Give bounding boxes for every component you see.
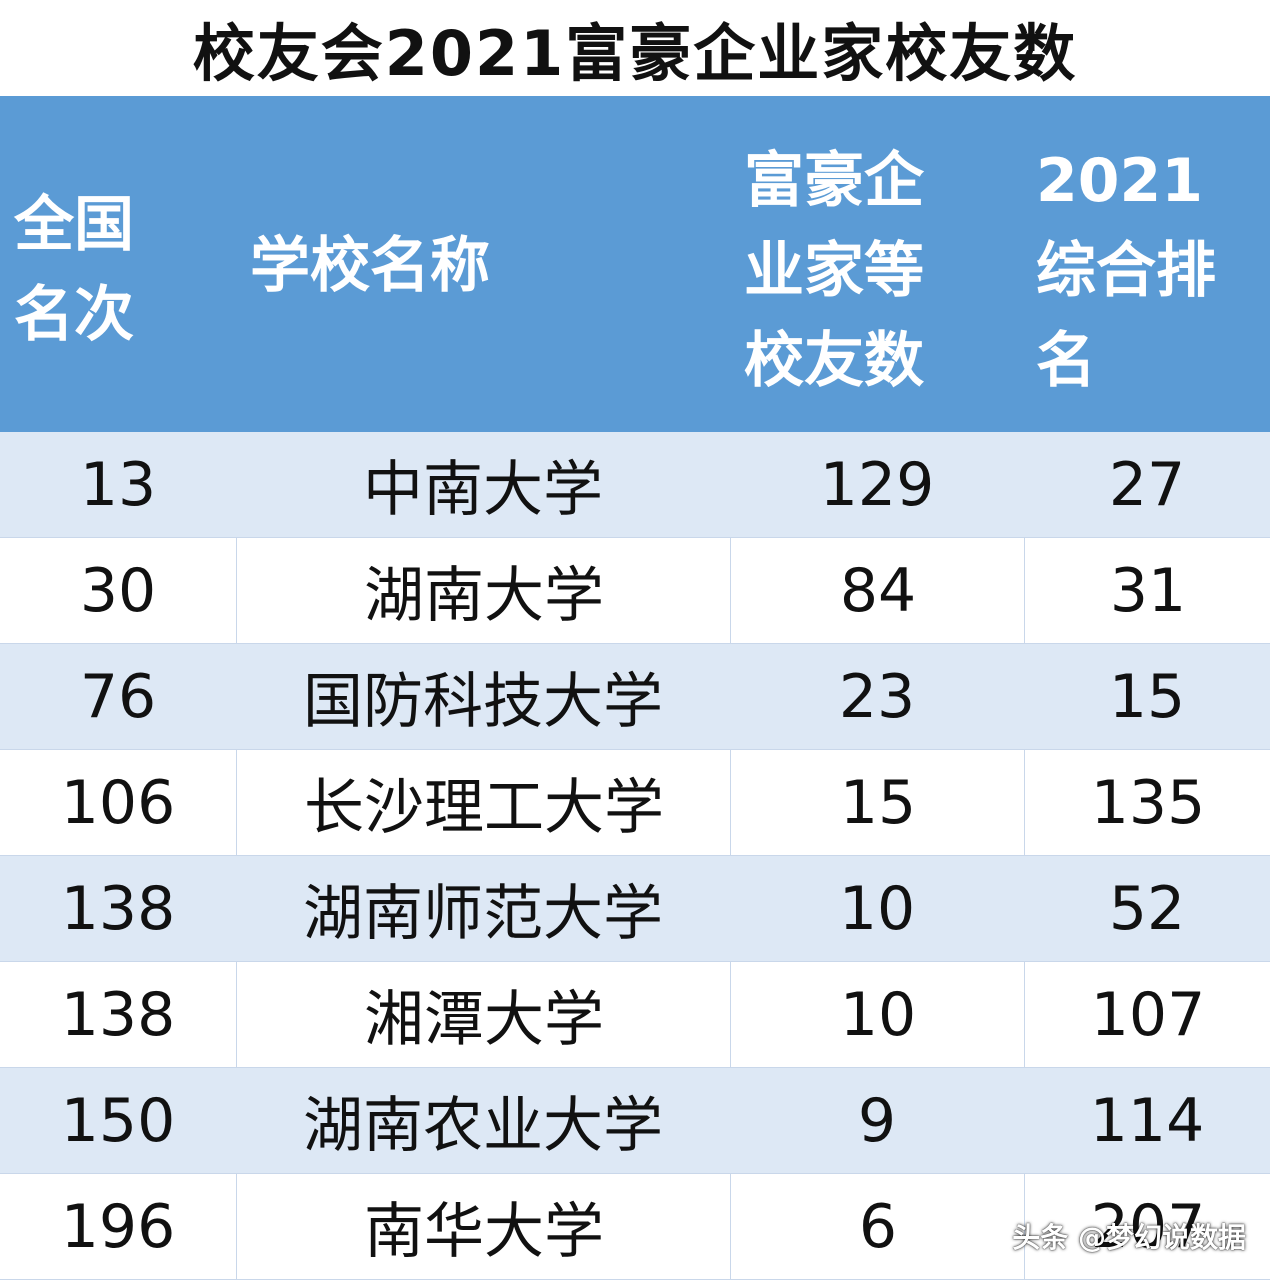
watermark: 头条 @梦幻说数据 xyxy=(1012,1221,1246,1254)
cell-national-rank: 106 xyxy=(60,767,176,838)
table-row: 150 湖南农业大学 9 114 xyxy=(0,1068,1270,1174)
cell-school-name: 长沙理工大学 xyxy=(236,750,731,855)
cell-alumni-count: 6 xyxy=(730,1174,1025,1279)
cell-school-name: 中南大学 xyxy=(363,455,603,525)
cell-overall-rank: 52 xyxy=(1108,873,1186,944)
cell-school-name: 国防科技大学 xyxy=(303,667,663,737)
cell-national-rank: 196 xyxy=(60,1191,176,1262)
cell-school-name: 湖南农业大学 xyxy=(303,1091,663,1161)
cell-alumni-count: 129 xyxy=(819,449,935,520)
cell-overall-rank: 15 xyxy=(1108,661,1186,732)
cell-alumni-count: 10 xyxy=(838,873,916,944)
cell-alumni-count: 9 xyxy=(857,1085,897,1156)
table-row: 196 南华大学 6 207 xyxy=(0,1174,1270,1280)
cell-school-name: 南华大学 xyxy=(236,1174,731,1279)
cell-alumni-count: 23 xyxy=(838,661,916,732)
table-title: 校友会2021富豪企业家校友数 xyxy=(192,17,1078,90)
table-row: 76 国防科技大学 23 15 xyxy=(0,644,1270,750)
cell-school-name: 湖南大学 xyxy=(236,538,731,643)
table-row: 106 长沙理工大学 15 135 xyxy=(0,750,1270,856)
header-school-name: 学校名称 xyxy=(250,231,490,301)
cell-alumni-count: 10 xyxy=(730,962,1025,1067)
cell-alumni-count: 15 xyxy=(730,750,1025,855)
header-overall-rank: 2021 综合排 名 xyxy=(1036,146,1216,396)
cell-overall-rank: 107 xyxy=(1024,962,1270,1067)
table-body: 13 中南大学 129 27 30 湖南大学 84 31 76 国防科技大学 2… xyxy=(0,432,1270,1280)
cell-overall-rank: 27 xyxy=(1108,449,1186,520)
cell-overall-rank: 207 xyxy=(1024,1174,1270,1279)
cell-alumni-count: 84 xyxy=(730,538,1025,643)
table-row: 30 湖南大学 84 31 xyxy=(0,538,1270,644)
table-row: 13 中南大学 129 27 xyxy=(0,432,1270,538)
cell-school-name: 湖南师范大学 xyxy=(303,879,663,949)
cell-national-rank: 138 xyxy=(60,873,176,944)
table-header: 全国 名次 学校名称 富豪企 业家等 校友数 2021 综合排 名 xyxy=(0,96,1270,432)
cell-national-rank: 150 xyxy=(60,1085,176,1156)
table-row: 138 湖南师范大学 10 52 xyxy=(0,856,1270,962)
cell-national-rank: 138 xyxy=(60,979,176,1050)
cell-national-rank: 76 xyxy=(79,661,157,732)
cell-national-rank: 30 xyxy=(79,555,157,626)
header-alumni-count: 富豪企 业家等 校友数 xyxy=(744,146,924,396)
header-national-rank: 全国 名次 xyxy=(14,190,134,350)
cell-overall-rank: 135 xyxy=(1024,750,1270,855)
cell-overall-rank: 31 xyxy=(1024,538,1270,643)
table-row: 138 湘潭大学 10 107 xyxy=(0,962,1270,1068)
cell-national-rank: 13 xyxy=(79,449,157,520)
cell-school-name: 湘潭大学 xyxy=(236,962,731,1067)
cell-overall-rank: 114 xyxy=(1089,1085,1205,1156)
